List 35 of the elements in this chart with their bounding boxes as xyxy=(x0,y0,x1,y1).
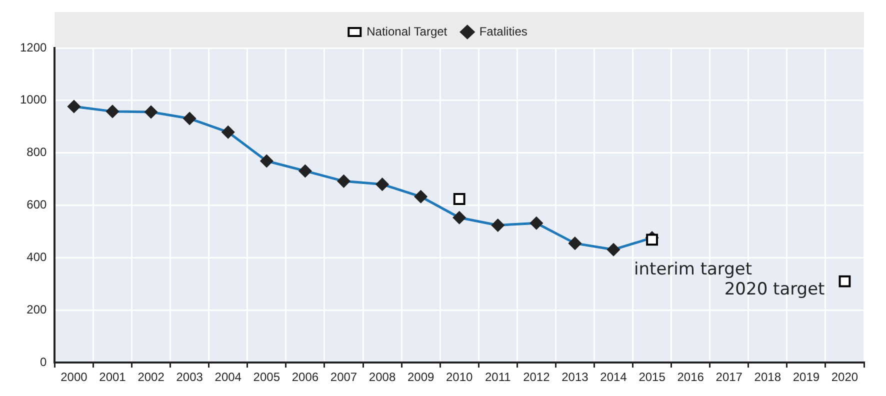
legend-label: National Target xyxy=(366,24,448,38)
x-tick-label: 2006 xyxy=(292,370,319,384)
y-tick-label: 600 xyxy=(26,198,48,212)
x-tick-label: 2016 xyxy=(677,370,704,384)
x-tick-label: 2008 xyxy=(368,370,396,384)
y-tick-label: 800 xyxy=(26,145,48,160)
y-tick-label: 400 xyxy=(26,250,48,264)
x-tick-label: 2018 xyxy=(754,370,782,384)
x-tick-label: 2011 xyxy=(484,370,512,384)
y-tick-label: 200 xyxy=(26,302,48,316)
x-tick-label: 2004 xyxy=(214,370,242,384)
point xyxy=(453,193,466,205)
y-tick-label: 1000 xyxy=(20,92,48,107)
x-tick-label: 2019 xyxy=(792,370,820,384)
x-tick-label: 2017 xyxy=(716,370,743,384)
point xyxy=(646,234,658,246)
x-tick-label: 2020 xyxy=(831,370,858,384)
x-tick-label: 2005 xyxy=(253,370,280,384)
x-tick-label: 2009 xyxy=(407,370,434,384)
y-tick-label: 0 xyxy=(40,354,48,369)
x-tick-label: 2015 xyxy=(638,370,666,384)
x-tick-label: 2003 xyxy=(176,370,204,384)
x-tick-label: 2001 xyxy=(99,370,126,384)
x-tick-label: 2013 xyxy=(562,370,589,384)
x-tick-label: 2007 xyxy=(330,370,358,384)
legend-label: Fatalities xyxy=(479,24,528,38)
annotation: interim target xyxy=(634,260,752,280)
x-tick-label: 2010 xyxy=(446,370,474,384)
y-tick-label: 1200 xyxy=(20,40,48,54)
point xyxy=(838,275,851,288)
x-tick-label: 2002 xyxy=(138,370,165,384)
x-tick-label: 2012 xyxy=(523,370,550,384)
x-tick-label: 2000 xyxy=(60,370,88,384)
x-tick-label: 2014 xyxy=(600,370,628,384)
annotation: 2020 target xyxy=(724,279,826,300)
